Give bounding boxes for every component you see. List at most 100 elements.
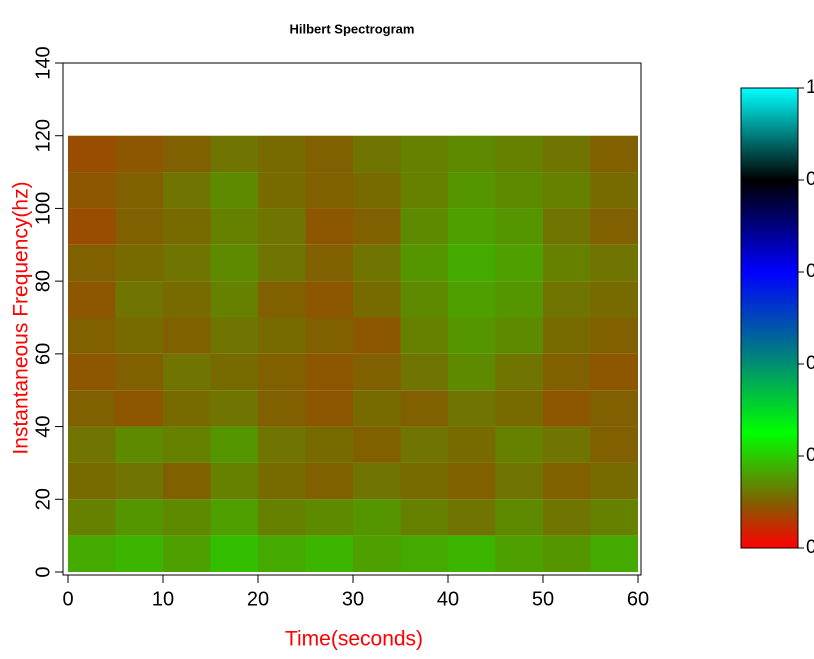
colorbar — [741, 88, 798, 548]
heatmap-cell — [496, 354, 544, 390]
heatmap-cell — [258, 208, 306, 244]
heatmap-cell — [258, 463, 306, 499]
heatmap-cell — [401, 536, 449, 572]
heatmap-cell — [448, 245, 496, 281]
y-tick-label: 140 — [32, 46, 54, 79]
heatmap-cell — [353, 208, 401, 244]
heatmap-cell — [68, 499, 116, 535]
colorbar-tick-label: 0.2 — [806, 445, 814, 466]
x-tick-label: 10 — [152, 588, 174, 610]
colorbar-tick-label: 1.0 — [806, 77, 814, 98]
heatmap-cell — [448, 463, 496, 499]
heatmap-cell — [401, 354, 449, 390]
heatmap-cell — [496, 281, 544, 317]
heatmap-cell — [591, 536, 639, 572]
heatmap-cell — [448, 427, 496, 463]
heatmap-cell — [116, 499, 164, 535]
heatmap-cell — [258, 136, 306, 172]
heatmap-cell — [116, 281, 164, 317]
heatmap-cell — [211, 499, 259, 535]
y-tick-label: 80 — [32, 270, 54, 292]
heatmap-cell — [448, 499, 496, 535]
heatmap-cell — [211, 354, 259, 390]
heatmap-cell — [163, 318, 211, 354]
heatmap-cell — [68, 536, 116, 572]
heatmap-cell — [306, 463, 354, 499]
heatmap-cell — [543, 536, 591, 572]
heatmap-cell — [591, 136, 639, 172]
heatmap-cell — [68, 390, 116, 426]
heatmap-cell — [543, 390, 591, 426]
heatmap-cell — [163, 499, 211, 535]
heatmap-cell — [211, 281, 259, 317]
heatmap-cell — [116, 427, 164, 463]
x-tick-label: 0 — [62, 588, 73, 610]
heatmap-cell — [543, 318, 591, 354]
heatmap-cell — [163, 390, 211, 426]
heatmap-cell — [448, 208, 496, 244]
heatmap-cell — [68, 354, 116, 390]
heatmap-cell — [591, 427, 639, 463]
heatmap-cell — [543, 354, 591, 390]
heatmap-cell — [163, 245, 211, 281]
heatmap-cell — [353, 463, 401, 499]
heatmap-cell — [211, 318, 259, 354]
heatmap-cell — [448, 281, 496, 317]
y-tick-label: 60 — [32, 343, 54, 365]
heatmap-cell — [353, 136, 401, 172]
heatmap-cell — [116, 318, 164, 354]
heatmap-cell — [116, 354, 164, 390]
heatmap-cell — [258, 281, 306, 317]
heatmap-cell — [401, 427, 449, 463]
x-tick-label: 60 — [627, 588, 649, 610]
heatmap-cell — [211, 536, 259, 572]
heatmap-cell — [401, 499, 449, 535]
heatmap-cell — [448, 390, 496, 426]
heatmap-cell — [591, 172, 639, 208]
heatmap-cell — [211, 172, 259, 208]
heatmap-cell — [211, 245, 259, 281]
heatmap-cell — [591, 318, 639, 354]
heatmap-cell — [306, 354, 354, 390]
heatmap-cell — [258, 318, 306, 354]
heatmap-cell — [68, 318, 116, 354]
heatmap-cell — [68, 281, 116, 317]
heatmap-cell — [163, 172, 211, 208]
heatmap-cell — [543, 281, 591, 317]
x-tick-label: 30 — [342, 588, 364, 610]
heatmap-cell — [496, 427, 544, 463]
y-axis-label: Instantaneous Frequency(hz) — [10, 181, 33, 454]
y-tick-label: 40 — [32, 415, 54, 437]
heatmap-cell — [448, 354, 496, 390]
heatmap-cell — [448, 318, 496, 354]
heatmap-cell — [401, 208, 449, 244]
colorbar-tick-label: 0.0 — [806, 537, 814, 558]
heatmap-cell — [543, 499, 591, 535]
heatmap-cell — [543, 172, 591, 208]
heatmap-cell — [68, 172, 116, 208]
heatmap-cell — [353, 318, 401, 354]
heatmap-cell — [448, 172, 496, 208]
colorbar-tick-label: 0.4 — [806, 353, 814, 374]
heatmap-cell — [353, 427, 401, 463]
heatmap-cell — [306, 172, 354, 208]
heatmap-cell — [68, 136, 116, 172]
heatmap-cell — [116, 136, 164, 172]
heatmap-cell — [306, 536, 354, 572]
heatmap-cell — [591, 281, 639, 317]
heatmap-cell — [496, 318, 544, 354]
heatmap-cell — [68, 427, 116, 463]
heatmap-cell — [258, 245, 306, 281]
heatmap-cell — [68, 463, 116, 499]
heatmap-cell — [258, 427, 306, 463]
heatmap-cell — [401, 136, 449, 172]
y-tick-label: 0 — [32, 566, 54, 577]
heatmap-cell — [163, 208, 211, 244]
heatmap-cell — [306, 427, 354, 463]
heatmap-cell — [116, 463, 164, 499]
heatmap-cell — [353, 354, 401, 390]
heatmap-cell — [258, 354, 306, 390]
heatmap-cell — [258, 499, 306, 535]
heatmap-cell — [496, 536, 544, 572]
